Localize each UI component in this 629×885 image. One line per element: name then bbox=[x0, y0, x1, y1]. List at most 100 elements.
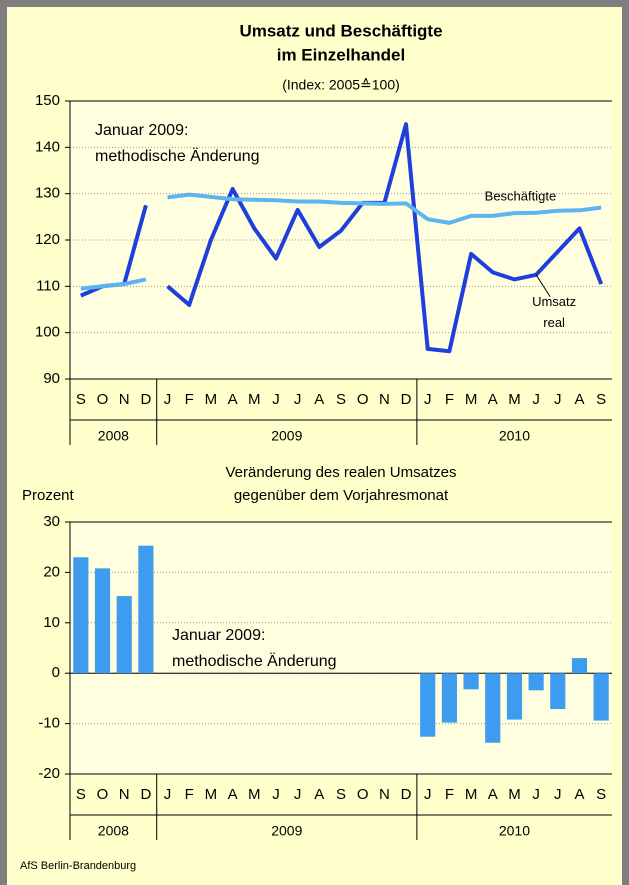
chart-title: im Einzelhandel bbox=[277, 45, 405, 64]
annotation: Januar 2009: bbox=[95, 122, 188, 139]
x-tick-label: F bbox=[185, 391, 194, 408]
x-tick-label: J bbox=[164, 391, 172, 408]
x-tick-label: J bbox=[164, 786, 172, 803]
x-tick-label: M bbox=[508, 391, 521, 408]
x-tick-label: A bbox=[314, 391, 324, 408]
y-tick-label: 150 bbox=[35, 92, 60, 109]
x-tick-label: A bbox=[574, 391, 584, 408]
x-tick-label: A bbox=[314, 786, 324, 803]
annotation: methodische Änderung bbox=[95, 147, 260, 165]
bar bbox=[441, 673, 457, 723]
x-tick-label: N bbox=[379, 391, 390, 408]
x-tick-label: F bbox=[445, 391, 454, 408]
x-tick-label: M bbox=[508, 786, 521, 803]
y-axis-label: Prozent bbox=[22, 487, 75, 504]
y-tick-label: 0 bbox=[52, 664, 60, 681]
leader-line bbox=[535, 274, 551, 298]
bar bbox=[593, 673, 609, 721]
group-label: 2009 bbox=[271, 823, 302, 839]
bar bbox=[116, 596, 132, 674]
x-tick-label: O bbox=[357, 391, 369, 408]
series-label: real bbox=[543, 315, 565, 330]
x-tick-label: O bbox=[97, 391, 109, 408]
x-tick-label: D bbox=[401, 786, 412, 803]
group-label: 2008 bbox=[98, 823, 129, 839]
x-tick-label: S bbox=[596, 786, 606, 803]
group-label: 2008 bbox=[98, 428, 129, 444]
y-tick-label: 30 bbox=[43, 513, 60, 530]
y-tick-label: 120 bbox=[35, 231, 60, 248]
footer: AfS Berlin-Brandenburg bbox=[20, 860, 136, 872]
y-tick-label: 20 bbox=[43, 563, 60, 580]
x-tick-label: J bbox=[532, 391, 540, 408]
x-tick-label: F bbox=[185, 786, 194, 803]
x-tick-label: J bbox=[554, 391, 562, 408]
x-tick-label: A bbox=[488, 391, 498, 408]
bar bbox=[420, 673, 436, 737]
x-tick-label: J bbox=[424, 391, 432, 408]
x-tick-label: A bbox=[228, 786, 238, 803]
x-tick-label: O bbox=[357, 786, 369, 803]
x-tick-label: J bbox=[294, 391, 302, 408]
chart-title: Veränderung des realen Umsatzes bbox=[226, 464, 457, 481]
x-tick-label: M bbox=[465, 391, 478, 408]
x-tick-label: M bbox=[248, 786, 261, 803]
x-tick-label: A bbox=[228, 391, 238, 408]
x-tick-label: O bbox=[97, 786, 109, 803]
annotation: Januar 2009: bbox=[172, 627, 265, 644]
x-tick-label: S bbox=[596, 391, 606, 408]
bar bbox=[528, 673, 544, 691]
x-tick-label: N bbox=[119, 786, 130, 803]
x-tick-label: A bbox=[574, 786, 584, 803]
x-tick-label: N bbox=[379, 786, 390, 803]
group-label: 2009 bbox=[271, 428, 302, 444]
group-label: 2010 bbox=[499, 823, 530, 839]
bar bbox=[138, 545, 154, 674]
x-tick-label: J bbox=[424, 786, 432, 803]
annotation: methodische Änderung bbox=[172, 652, 337, 670]
y-tick-label: 110 bbox=[36, 277, 60, 294]
bar bbox=[463, 673, 479, 690]
group-label: 2010 bbox=[499, 428, 530, 444]
x-tick-label: J bbox=[554, 786, 562, 803]
x-tick-label: S bbox=[76, 391, 86, 408]
bar bbox=[571, 658, 588, 674]
x-tick-label: M bbox=[205, 786, 218, 803]
chart-title: Umsatz und Beschäftigte bbox=[239, 21, 442, 40]
x-tick-label: M bbox=[465, 786, 478, 803]
y-tick-label: 130 bbox=[35, 185, 60, 202]
y-tick-label: 10 bbox=[43, 614, 60, 631]
x-tick-label: J bbox=[272, 391, 280, 408]
y-tick-label: -10 bbox=[38, 715, 60, 732]
series-label: Beschäftigte bbox=[485, 189, 557, 204]
x-tick-label: A bbox=[488, 786, 498, 803]
x-tick-label: M bbox=[205, 391, 218, 408]
y-tick-label: -20 bbox=[38, 765, 60, 782]
bar bbox=[550, 673, 566, 709]
line-series bbox=[167, 192, 602, 225]
x-tick-label: S bbox=[76, 786, 86, 803]
chart-subtitle: (Index: 2005≙100) bbox=[282, 77, 400, 93]
x-tick-label: S bbox=[336, 391, 346, 408]
x-tick-label: F bbox=[445, 786, 454, 803]
x-tick-label: D bbox=[140, 391, 151, 408]
bar bbox=[485, 673, 501, 743]
series-label: Umsatz bbox=[532, 294, 576, 309]
x-tick-label: J bbox=[272, 786, 280, 803]
bar bbox=[506, 673, 523, 720]
x-tick-label: S bbox=[336, 786, 346, 803]
y-tick-label: 90 bbox=[43, 370, 60, 387]
x-tick-label: D bbox=[140, 786, 151, 803]
x-tick-label: M bbox=[248, 391, 261, 408]
line-series bbox=[80, 277, 147, 291]
x-tick-label: J bbox=[294, 786, 302, 803]
chart-title: gegenüber dem Vorjahresmonat bbox=[234, 487, 449, 504]
bar bbox=[94, 568, 111, 674]
plot-area bbox=[70, 522, 612, 774]
y-tick-label: 140 bbox=[35, 138, 60, 155]
x-tick-label: N bbox=[119, 391, 130, 408]
x-tick-label: J bbox=[532, 786, 540, 803]
y-tick-label: 100 bbox=[35, 324, 60, 341]
